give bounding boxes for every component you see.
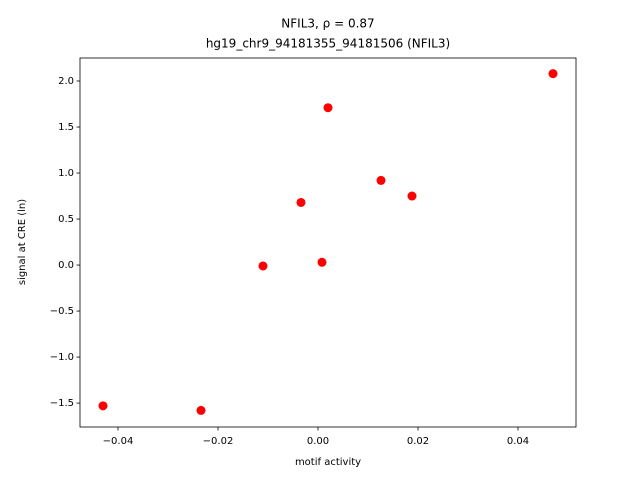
- y-tick-label: 1.5: [58, 122, 74, 133]
- chart-subtitle: hg19_chr9_94181355_94181506 (NFIL3): [206, 37, 450, 51]
- point: [407, 191, 417, 201]
- y-tick-label: −1.0: [50, 352, 74, 363]
- x-tick-label: −0.04: [103, 436, 134, 447]
- x-tick-label: 0.00: [307, 436, 329, 447]
- plot-frame: [79, 57, 577, 428]
- x-tick-label: −0.02: [203, 436, 234, 447]
- x-axis-label: motif activity: [295, 457, 361, 468]
- x-tick-label: 0.02: [407, 436, 429, 447]
- y-tick-label: 0.0: [58, 260, 74, 271]
- point: [548, 69, 558, 79]
- point: [296, 197, 306, 207]
- y-tick-label: 2.0: [58, 76, 74, 87]
- y-tick-label: 1.0: [58, 168, 74, 179]
- point: [196, 405, 206, 415]
- y-tick-label: 0.5: [58, 214, 74, 225]
- y-tick-label: −0.5: [50, 306, 74, 317]
- point: [376, 175, 386, 185]
- y-axis-label: signal at CRE (ln): [17, 199, 28, 285]
- x-tick-label: 0.04: [507, 436, 529, 447]
- point: [317, 257, 327, 267]
- point: [258, 261, 268, 271]
- y-tick-label: −1.5: [50, 398, 74, 409]
- chart-title: NFIL3, ρ = 0.87: [281, 17, 374, 31]
- point: [98, 401, 108, 411]
- point: [323, 103, 333, 113]
